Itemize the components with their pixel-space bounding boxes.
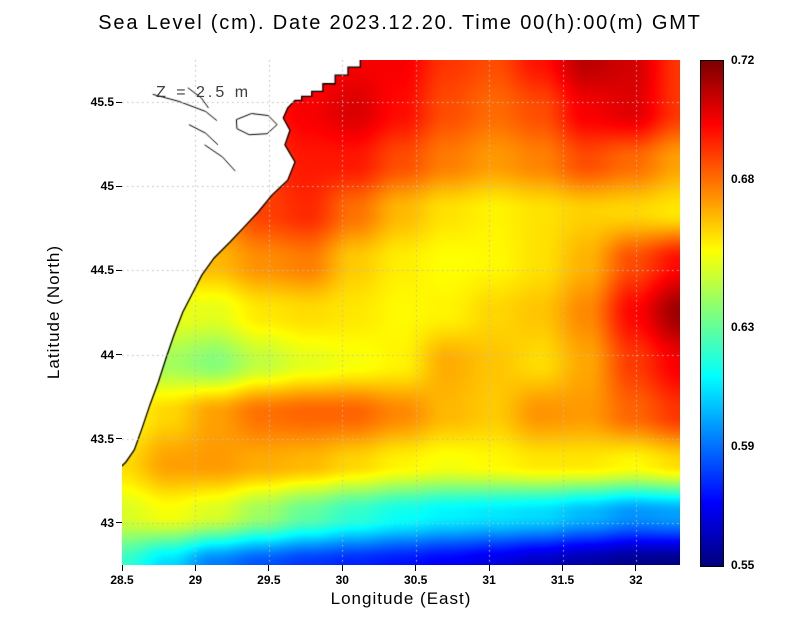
x-tick-label: 31.5 (550, 573, 575, 587)
x-tick-mark (268, 565, 270, 571)
y-tick-mark (116, 522, 122, 524)
x-tick-label: 29 (188, 573, 203, 587)
y-tick-label: 44 (100, 347, 114, 362)
x-axis-label: Longitude (East) (330, 589, 472, 608)
x-tick-mark (121, 565, 123, 571)
x-tick-mark (341, 565, 343, 571)
y-tick-label: 43.5 (90, 431, 114, 446)
y-tick-mark (116, 354, 122, 356)
x-tick-label: 28.5 (110, 573, 134, 587)
y-tick-label: 44.5 (90, 263, 114, 278)
y-tick-mark (116, 101, 122, 103)
heatmap-canvas (122, 60, 680, 565)
y-tick-mark (116, 185, 122, 187)
depth-annotation: Z = 2.5 m (156, 84, 252, 101)
colorbar-tick-label: 0.63 (731, 320, 755, 335)
y-tick-mark (116, 269, 122, 271)
x-tick-mark (562, 565, 564, 571)
colorbar-tick-label: 0.59 (731, 439, 755, 454)
y-tick-label: 45 (100, 179, 114, 194)
colorbar-tick-label: 0.55 (731, 558, 755, 572)
colorbar-canvas (700, 60, 724, 567)
x-tick-mark (415, 565, 417, 571)
chart-title: Sea Level (cm). Date 2023.12.20. Time 00… (98, 12, 702, 34)
y-tick-label: 43 (100, 515, 114, 530)
colorbar-tick-label: 0.72 (731, 53, 755, 67)
x-tick-label: 29.5 (257, 573, 281, 587)
y-tick-mark (116, 438, 122, 440)
x-tick-mark (194, 565, 196, 571)
y-axis-label-text: Latitude (North) (44, 244, 63, 380)
x-tick-label: 30 (335, 573, 349, 587)
x-tick-mark (488, 565, 490, 571)
x-tick-mark (635, 565, 637, 571)
y-tick-label: 45.5 (90, 95, 114, 110)
x-tick-label: 31 (482, 573, 496, 587)
x-tick-label: 32 (629, 573, 643, 587)
plot-area: Z = 2.5 m (122, 60, 680, 565)
x-tick-label: 30.5 (403, 573, 428, 587)
colorbar-tick-label: 0.68 (731, 171, 755, 186)
